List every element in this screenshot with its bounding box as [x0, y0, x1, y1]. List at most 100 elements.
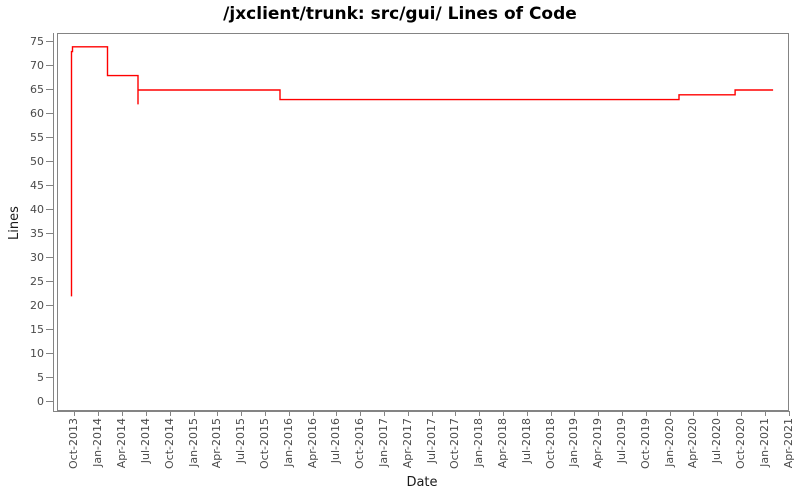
y-tick-mark: [46, 137, 53, 139]
x-tick-label: Apr-2020: [686, 418, 700, 469]
x-tick-label: Jan-2015: [186, 418, 200, 467]
y-tick-label: 70: [30, 58, 44, 72]
y-tick-label: 65: [30, 82, 44, 96]
x-tick-label: Jul-2016: [329, 418, 343, 464]
y-tick-label: 45: [30, 178, 44, 192]
y-tick-label: 35: [30, 226, 44, 240]
x-tick-label: Jan-2017: [376, 418, 390, 467]
x-tick-mark: [550, 411, 552, 416]
x-tick-mark: [145, 411, 147, 416]
x-tick-mark: [217, 411, 219, 416]
x-tick-label: Jan-2016: [281, 418, 295, 467]
x-tick-label: Oct-2018: [543, 418, 557, 469]
y-tick-mark: [46, 89, 53, 91]
x-tick-label: Apr-2018: [495, 418, 509, 469]
loc-line-path: [70, 46, 774, 297]
x-tick-label: Apr-2021: [781, 418, 795, 469]
x-tick-mark: [193, 411, 195, 416]
x-axis-title: Date: [406, 475, 438, 490]
x-tick-mark: [574, 411, 576, 416]
y-tick-label: 20: [30, 298, 44, 312]
x-tick-label: Oct-2013: [67, 418, 81, 469]
y-tick-mark: [46, 161, 53, 163]
x-tick-mark: [407, 411, 409, 416]
y-tick-mark: [46, 233, 53, 235]
x-tick-mark: [288, 411, 290, 416]
y-tick-mark: [46, 113, 53, 115]
y-tick-mark: [46, 329, 53, 331]
x-tick-mark: [740, 411, 742, 416]
x-tick-label: Oct-2015: [257, 418, 271, 469]
x-tick-mark: [169, 411, 171, 416]
y-tick-mark: [46, 185, 53, 187]
x-tick-mark: [98, 411, 100, 416]
x-tick-mark: [669, 411, 671, 416]
y-tick-label: 60: [30, 106, 44, 120]
x-tick-mark: [645, 411, 647, 416]
x-tick-mark: [455, 411, 457, 416]
x-tick-label: Apr-2015: [210, 418, 224, 469]
x-tick-label: Oct-2017: [448, 418, 462, 469]
chart-title: /jxclient/trunk: src/gui/ Lines of Code: [223, 4, 577, 24]
x-tick-mark: [264, 411, 266, 416]
y-tick-mark: [46, 401, 53, 403]
y-tick-label: 25: [30, 274, 44, 288]
y-tick-label: 50: [30, 154, 44, 168]
loc-step-line-series: [70, 46, 774, 297]
x-tick-label: Jul-2015: [234, 418, 248, 464]
x-tick-mark: [693, 411, 695, 416]
x-tick-label: Jan-2014: [91, 418, 105, 467]
y-tick-mark: [46, 65, 53, 67]
x-tick-label: Jul-2017: [424, 418, 438, 464]
x-tick-label: Jul-2018: [519, 418, 533, 464]
y-tick-label: 75: [30, 34, 44, 48]
y-tick-label: 30: [30, 250, 44, 264]
x-tick-label: Jan-2021: [757, 418, 771, 467]
y-axis-line: [53, 33, 54, 412]
x-tick-mark: [360, 411, 362, 416]
x-tick-mark: [788, 411, 790, 416]
y-tick-mark: [46, 257, 53, 259]
x-tick-mark: [241, 411, 243, 416]
y-tick-mark: [46, 353, 53, 355]
x-tick-label: Oct-2016: [353, 418, 367, 469]
y-tick-label: 5: [37, 370, 44, 384]
x-tick-mark: [598, 411, 600, 416]
x-tick-label: Apr-2019: [591, 418, 605, 469]
x-tick-mark: [764, 411, 766, 416]
x-tick-mark: [526, 411, 528, 416]
y-tick-mark: [46, 41, 53, 43]
y-tick-label: 15: [30, 322, 44, 336]
y-tick-mark: [46, 305, 53, 307]
x-tick-mark: [431, 411, 433, 416]
y-tick-label: 0: [37, 394, 44, 408]
x-tick-label: Oct-2014: [162, 418, 176, 469]
x-tick-label: Jan-2019: [567, 418, 581, 467]
x-tick-label: Apr-2014: [115, 418, 129, 469]
x-tick-mark: [479, 411, 481, 416]
x-tick-mark: [621, 411, 623, 416]
x-tick-mark: [312, 411, 314, 416]
plot-area: [57, 33, 789, 411]
x-tick-mark: [502, 411, 504, 416]
y-tick-label: 10: [30, 346, 44, 360]
x-tick-label: Apr-2017: [400, 418, 414, 469]
y-tick-label: 55: [30, 130, 44, 144]
x-tick-label: Apr-2016: [305, 418, 319, 469]
y-tick-label: 40: [30, 202, 44, 216]
y-tick-mark: [46, 209, 53, 211]
x-tick-label: Jan-2020: [662, 418, 676, 467]
x-tick-label: Jul-2020: [710, 418, 724, 464]
x-tick-mark: [383, 411, 385, 416]
x-axis-line: [53, 411, 789, 412]
x-tick-label: Jul-2014: [138, 418, 152, 464]
x-tick-label: Jul-2019: [614, 418, 628, 464]
x-tick-label: Jan-2018: [472, 418, 486, 467]
x-tick-mark: [122, 411, 124, 416]
y-tick-mark: [46, 281, 53, 283]
y-axis-title: Lines: [7, 206, 22, 240]
x-tick-mark: [717, 411, 719, 416]
x-tick-label: Oct-2020: [733, 418, 747, 469]
x-tick-mark: [74, 411, 76, 416]
